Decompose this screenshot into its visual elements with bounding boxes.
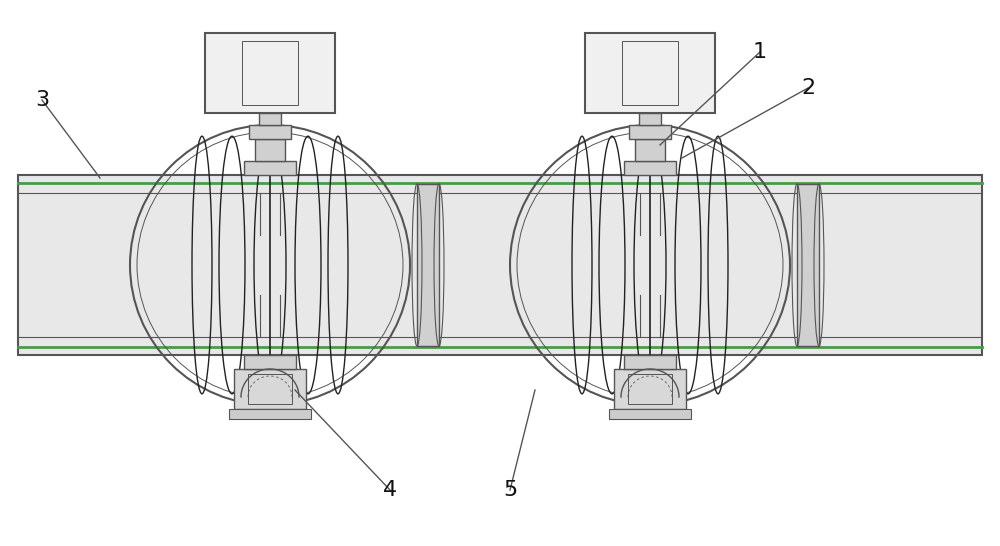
Bar — [609, 409, 691, 419]
Bar — [244, 161, 296, 175]
Bar — [628, 374, 672, 404]
Bar — [249, 125, 291, 139]
Text: 4: 4 — [383, 480, 397, 500]
Bar — [614, 369, 686, 409]
Bar — [797, 184, 819, 346]
Bar — [622, 41, 678, 105]
Bar — [229, 409, 311, 419]
Bar — [629, 125, 671, 139]
Bar — [234, 369, 306, 409]
Text: 1: 1 — [753, 42, 767, 62]
Text: 2: 2 — [801, 78, 815, 98]
Bar — [585, 33, 715, 113]
Bar — [624, 355, 676, 369]
Bar — [639, 113, 661, 125]
Bar — [624, 161, 676, 175]
Bar — [255, 139, 285, 161]
Bar — [635, 139, 665, 161]
Bar — [242, 41, 298, 105]
Bar — [248, 374, 292, 404]
Text: 5: 5 — [503, 480, 517, 500]
Bar — [18, 175, 982, 355]
Bar — [259, 113, 281, 125]
Bar — [244, 355, 296, 369]
Bar — [205, 33, 335, 113]
Text: 3: 3 — [35, 90, 49, 110]
Bar — [417, 184, 439, 346]
